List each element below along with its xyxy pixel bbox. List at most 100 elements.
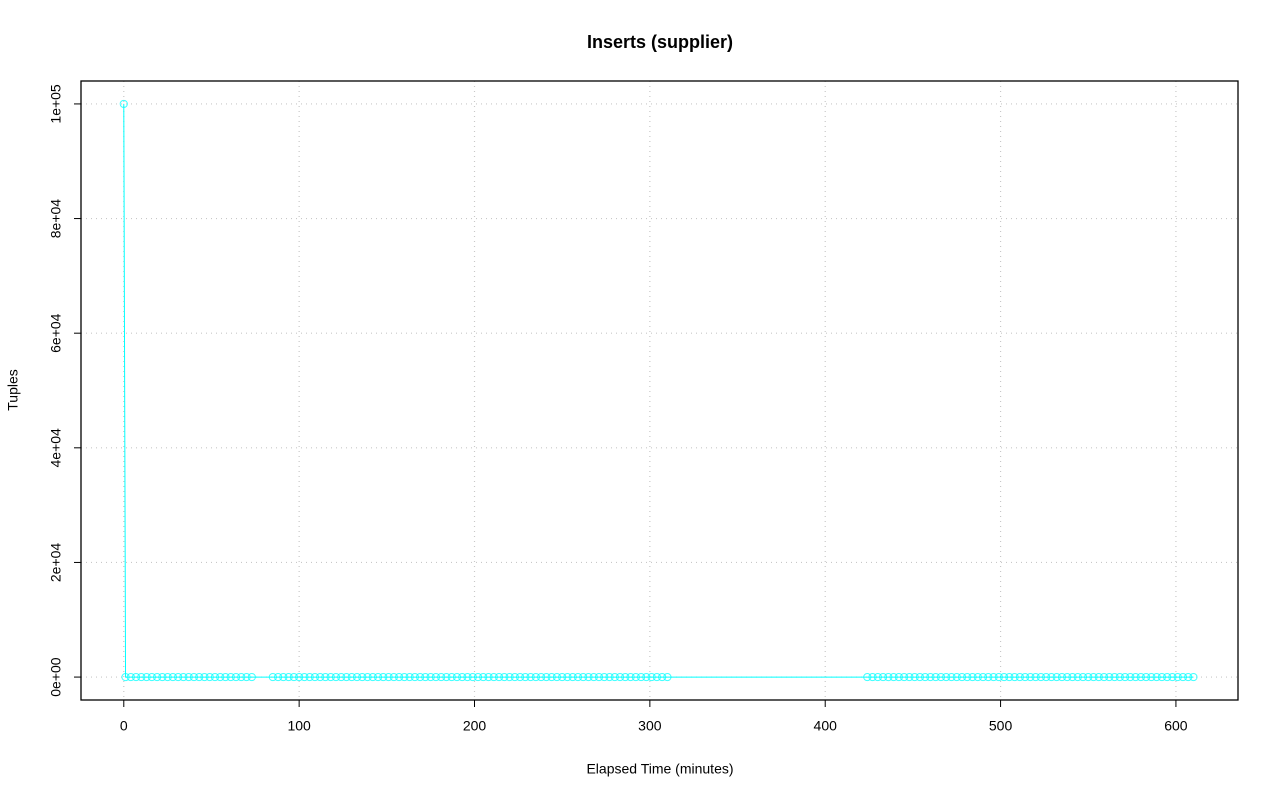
data-point	[957, 672, 967, 682]
data-point	[479, 672, 488, 682]
data-point	[905, 672, 914, 682]
data-point	[437, 672, 446, 682]
data-point	[421, 672, 430, 682]
data-point	[579, 672, 588, 682]
data-point	[963, 672, 972, 682]
data-point	[568, 672, 577, 682]
data-point	[337, 672, 346, 682]
data-point	[331, 672, 341, 682]
data-point	[663, 672, 672, 682]
x-tick-label: 0	[120, 718, 128, 734]
data-point	[247, 672, 256, 682]
x-axis-label: Elapsed Time (minutes)	[586, 761, 733, 777]
data-point	[452, 672, 462, 682]
data-point	[505, 672, 514, 682]
data-point	[1063, 672, 1072, 682]
data-point	[368, 672, 377, 682]
data-point	[284, 672, 293, 682]
data-point	[126, 672, 135, 682]
data-point	[200, 672, 209, 682]
data-point	[221, 672, 230, 682]
data-point	[1010, 672, 1019, 682]
data-point	[1115, 672, 1124, 682]
chart-title: Inserts (supplier)	[587, 32, 733, 52]
data-point	[384, 672, 393, 682]
data-point	[373, 672, 383, 682]
y-tick-label: 2e+04	[48, 543, 64, 583]
data-point	[1147, 672, 1156, 682]
data-point	[984, 672, 993, 682]
data-point	[394, 672, 404, 682]
data-point	[416, 672, 425, 682]
data-point	[658, 672, 667, 682]
data-point	[868, 672, 877, 682]
data-point	[547, 672, 556, 682]
x-tick-label: 400	[814, 718, 838, 734]
data-point	[910, 672, 919, 682]
data-point	[1126, 672, 1135, 682]
data-point	[179, 672, 188, 682]
data-point	[1094, 672, 1103, 682]
data-point	[531, 672, 540, 682]
data-point	[163, 672, 172, 682]
data-point	[978, 672, 988, 682]
data-point	[1189, 672, 1198, 682]
data-point	[342, 672, 351, 682]
data-point	[1078, 672, 1088, 682]
data-point	[647, 672, 656, 682]
data-point	[405, 672, 414, 682]
y-tick-label: 6e+04	[48, 313, 64, 353]
data-point	[1157, 672, 1166, 682]
data-point	[463, 672, 472, 682]
data-point	[1136, 672, 1145, 682]
data-point	[936, 672, 946, 682]
data-point	[1052, 672, 1061, 682]
data-point	[316, 672, 325, 682]
data-point	[947, 672, 956, 682]
data-point	[1099, 672, 1109, 682]
data-point	[147, 672, 156, 682]
x-tick-label: 300	[638, 718, 662, 734]
data-point	[237, 672, 246, 682]
data-point	[226, 672, 235, 682]
data-point	[973, 672, 982, 682]
data-point	[300, 672, 309, 682]
data-point	[268, 672, 277, 682]
data-point	[878, 672, 888, 682]
data-point	[473, 672, 483, 682]
data-point	[119, 99, 128, 109]
data-point	[142, 672, 151, 682]
data-point	[1120, 672, 1130, 682]
data-point	[926, 672, 935, 682]
data-point	[636, 672, 646, 682]
data-point	[153, 672, 162, 682]
data-point	[431, 672, 441, 682]
data-point	[631, 672, 640, 682]
data-point	[542, 672, 551, 682]
data-point	[189, 672, 199, 682]
data-point	[447, 672, 456, 682]
data-point	[210, 672, 220, 682]
series-line	[123, 103, 1194, 678]
data-point	[621, 672, 630, 682]
y-tick-label: 0e+00	[48, 657, 64, 697]
data-point	[137, 672, 146, 682]
data-point	[573, 672, 583, 682]
data-point	[1015, 672, 1024, 682]
data-point	[600, 672, 609, 682]
x-tick-label: 100	[287, 718, 311, 734]
data-point	[610, 672, 619, 682]
data-point	[900, 672, 909, 682]
data-point	[942, 672, 951, 682]
data-point	[915, 672, 925, 682]
data-point	[615, 672, 625, 682]
x-tick-label: 200	[463, 718, 487, 734]
data-point	[873, 672, 882, 682]
data-point	[1021, 672, 1030, 682]
data-point	[231, 672, 241, 682]
data-point	[1026, 672, 1035, 682]
data-point	[1168, 672, 1177, 682]
data-point	[1178, 672, 1188, 682]
x-tick-label: 600	[1164, 718, 1188, 734]
data-point	[1184, 672, 1193, 682]
